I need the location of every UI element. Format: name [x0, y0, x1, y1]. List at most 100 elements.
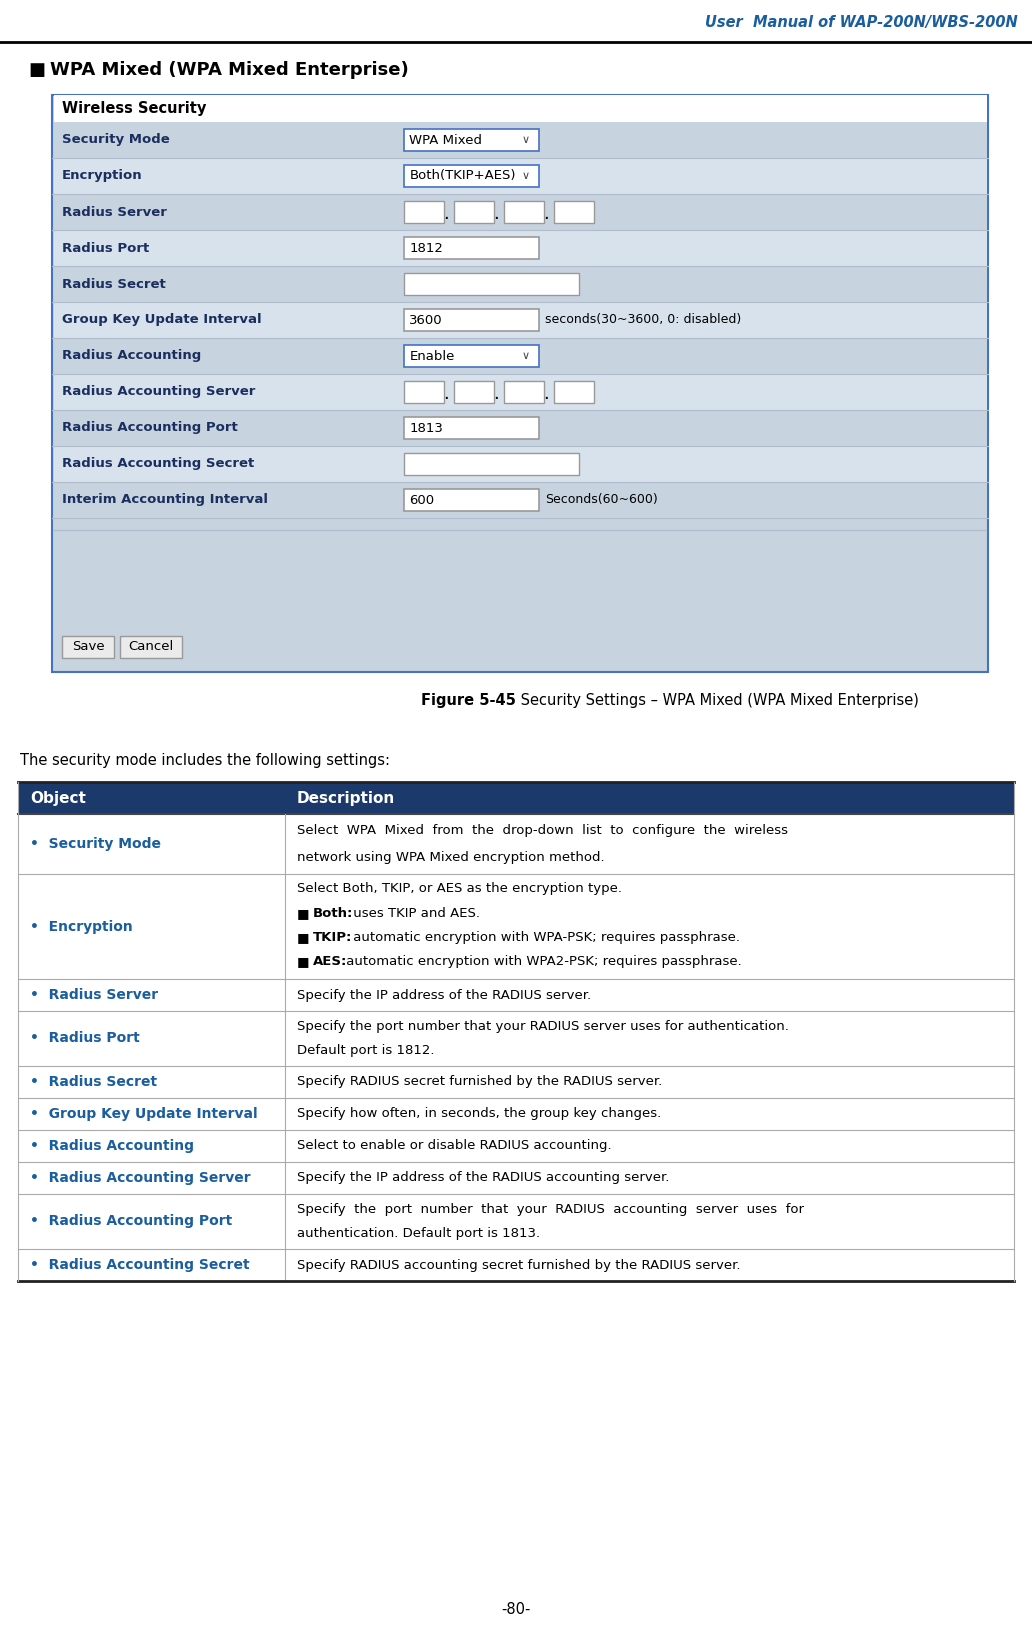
Text: .: . — [444, 385, 449, 403]
FancyBboxPatch shape — [554, 380, 594, 403]
Text: uses TKIP and AES.: uses TKIP and AES. — [349, 906, 480, 919]
Text: Specify the IP address of the RADIUS accounting server.: Specify the IP address of the RADIUS acc… — [297, 1172, 670, 1185]
Text: ∨: ∨ — [521, 135, 529, 145]
Text: •  Security Mode: • Security Mode — [30, 837, 161, 850]
FancyBboxPatch shape — [18, 782, 1014, 814]
Text: TKIP:: TKIP: — [313, 930, 352, 943]
Text: AES:: AES: — [313, 955, 348, 968]
Text: Specify the IP address of the RADIUS server.: Specify the IP address of the RADIUS ser… — [297, 989, 591, 1002]
FancyBboxPatch shape — [405, 237, 540, 259]
Text: WPA Mixed: WPA Mixed — [410, 134, 482, 147]
FancyBboxPatch shape — [405, 308, 540, 331]
Text: .: . — [493, 385, 499, 403]
FancyBboxPatch shape — [405, 380, 445, 403]
FancyBboxPatch shape — [405, 165, 540, 188]
Text: Radius Accounting: Radius Accounting — [62, 349, 201, 362]
Text: ■: ■ — [297, 906, 318, 919]
Text: •  Radius Server: • Radius Server — [30, 987, 158, 1002]
FancyBboxPatch shape — [505, 380, 544, 403]
FancyBboxPatch shape — [554, 201, 594, 224]
Text: ■: ■ — [28, 60, 45, 78]
Text: ■: ■ — [297, 930, 318, 943]
FancyBboxPatch shape — [405, 273, 579, 295]
Text: •  Encryption: • Encryption — [30, 919, 133, 934]
Text: Radius Port: Radius Port — [62, 242, 150, 255]
FancyBboxPatch shape — [54, 338, 987, 374]
Text: Radius Server: Radius Server — [62, 206, 167, 219]
Text: Save: Save — [71, 640, 104, 653]
Text: Radius Accounting Secret: Radius Accounting Secret — [62, 457, 254, 470]
Text: 3600: 3600 — [410, 313, 443, 326]
Text: Both:: Both: — [313, 906, 353, 919]
Text: Group Key Update Interval: Group Key Update Interval — [62, 313, 262, 326]
FancyBboxPatch shape — [54, 302, 987, 338]
Text: Interim Accounting Interval: Interim Accounting Interval — [62, 493, 268, 506]
Text: .: . — [493, 206, 499, 224]
Text: User  Manual of WAP-200N/WBS-200N: User Manual of WAP-200N/WBS-200N — [705, 15, 1018, 29]
Text: Seconds(60~600): Seconds(60~600) — [545, 493, 658, 506]
FancyBboxPatch shape — [54, 122, 987, 158]
Text: .: . — [544, 385, 549, 403]
Text: authentication. Default port is 1813.: authentication. Default port is 1813. — [297, 1227, 540, 1240]
FancyBboxPatch shape — [405, 490, 540, 511]
FancyBboxPatch shape — [405, 418, 540, 439]
FancyBboxPatch shape — [454, 380, 494, 403]
FancyBboxPatch shape — [405, 454, 579, 475]
Text: •  Radius Secret: • Radius Secret — [30, 1075, 157, 1089]
FancyBboxPatch shape — [54, 95, 987, 122]
FancyBboxPatch shape — [54, 266, 987, 302]
Text: •  Group Key Update Interval: • Group Key Update Interval — [30, 1106, 258, 1121]
Text: .: . — [444, 206, 449, 224]
Text: •  Radius Accounting Secret: • Radius Accounting Secret — [30, 1258, 250, 1271]
Text: Radius Secret: Radius Secret — [62, 277, 166, 290]
Text: automatic encryption with WPA-PSK; requires passphrase.: automatic encryption with WPA-PSK; requi… — [349, 930, 740, 943]
Text: •  Radius Accounting: • Radius Accounting — [30, 1139, 194, 1152]
Text: Specify RADIUS accounting secret furnished by the RADIUS server.: Specify RADIUS accounting secret furnish… — [297, 1258, 740, 1271]
Text: Specify RADIUS secret furnished by the RADIUS server.: Specify RADIUS secret furnished by the R… — [297, 1075, 663, 1089]
FancyBboxPatch shape — [54, 410, 987, 446]
Text: seconds(30~3600, 0: disabled): seconds(30~3600, 0: disabled) — [545, 313, 742, 326]
FancyBboxPatch shape — [405, 129, 540, 152]
Text: ■: ■ — [297, 955, 318, 968]
Text: Radius Accounting Port: Radius Accounting Port — [62, 421, 237, 434]
FancyBboxPatch shape — [505, 201, 544, 224]
FancyBboxPatch shape — [54, 446, 987, 481]
Text: ∨: ∨ — [521, 351, 529, 361]
FancyBboxPatch shape — [54, 194, 987, 230]
Text: Specify  the  port  number  that  your  RADIUS  accounting  server  uses  for: Specify the port number that your RADIUS… — [297, 1203, 804, 1216]
Text: •  Radius Accounting Port: • Radius Accounting Port — [30, 1214, 232, 1229]
Text: Specify the port number that your RADIUS server uses for authentication.: Specify the port number that your RADIUS… — [297, 1020, 788, 1033]
Text: 1813: 1813 — [410, 421, 443, 434]
Text: Object: Object — [30, 790, 86, 806]
Text: Select to enable or disable RADIUS accounting.: Select to enable or disable RADIUS accou… — [297, 1139, 612, 1152]
FancyBboxPatch shape — [62, 636, 114, 658]
Text: Security Mode: Security Mode — [62, 134, 169, 147]
Text: •  Radius Accounting Server: • Radius Accounting Server — [30, 1172, 251, 1185]
Text: •  Radius Port: • Radius Port — [30, 1031, 139, 1046]
FancyBboxPatch shape — [54, 481, 987, 517]
Text: Radius Accounting Server: Radius Accounting Server — [62, 385, 255, 398]
FancyBboxPatch shape — [54, 230, 987, 266]
Text: -80-: -80- — [502, 1603, 530, 1617]
FancyBboxPatch shape — [52, 95, 988, 672]
Text: automatic encryption with WPA2-PSK; requires passphrase.: automatic encryption with WPA2-PSK; requ… — [343, 955, 742, 968]
Text: 1812: 1812 — [410, 242, 443, 255]
FancyBboxPatch shape — [405, 344, 540, 367]
Text: WPA Mixed (WPA Mixed Enterprise): WPA Mixed (WPA Mixed Enterprise) — [50, 60, 409, 78]
FancyBboxPatch shape — [54, 158, 987, 194]
Text: Cancel: Cancel — [128, 640, 173, 653]
Text: Description: Description — [297, 790, 395, 806]
Text: Figure 5-45: Figure 5-45 — [421, 692, 516, 708]
Text: The security mode includes the following settings:: The security mode includes the following… — [20, 752, 390, 767]
Text: 600: 600 — [410, 493, 434, 506]
Text: Security Settings – WPA Mixed (WPA Mixed Enterprise): Security Settings – WPA Mixed (WPA Mixed… — [516, 692, 918, 708]
Text: Select  WPA  Mixed  from  the  drop-down  list  to  configure  the  wireless: Select WPA Mixed from the drop-down list… — [297, 824, 787, 837]
Text: Select Both, TKIP, or AES as the encryption type.: Select Both, TKIP, or AES as the encrypt… — [297, 883, 622, 894]
FancyBboxPatch shape — [405, 201, 445, 224]
Text: Enable: Enable — [410, 349, 455, 362]
Text: Wireless Security: Wireless Security — [62, 101, 206, 116]
Text: Both(TKIP+AES): Both(TKIP+AES) — [410, 170, 516, 183]
Text: network using WPA Mixed encryption method.: network using WPA Mixed encryption metho… — [297, 850, 605, 863]
FancyBboxPatch shape — [454, 201, 494, 224]
Text: Encryption: Encryption — [62, 170, 142, 183]
